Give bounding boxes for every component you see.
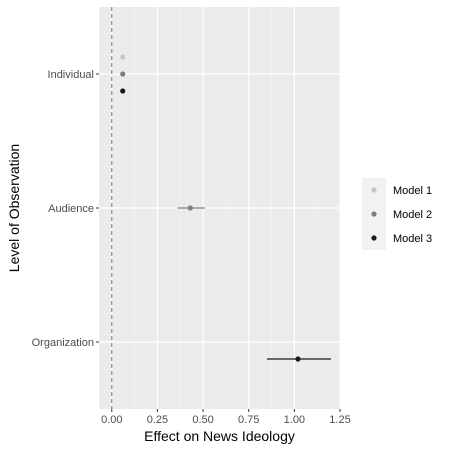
data-marks [120,54,331,362]
estimate-point [120,88,126,94]
x-axis: 0.00 0.25 0.50 0.75 1.00 1.25 [101,409,351,426]
legend: Model 1 Model 2 Model 3 [362,178,432,250]
estimate-point [187,205,193,211]
estimate-point [295,356,301,362]
x-tick-label: 1.25 [329,414,350,426]
x-tick-label: 0.50 [192,414,213,426]
x-tick-label: 1.00 [284,414,305,426]
legend-key-point [371,235,377,241]
x-tick-label: 0.25 [147,414,168,426]
legend-label: Model 2 [393,209,432,221]
x-axis-title: Effect on News Ideology [144,428,295,444]
y-tick-label: Organization [32,337,94,349]
legend-key-point [371,187,377,193]
estimate-point [120,54,126,60]
legend-key-point [371,211,377,217]
y-tick-label: Individual [48,69,94,81]
legend-label: Model 3 [393,233,432,245]
x-tick-label: 0.75 [238,414,259,426]
y-axis-title: Level of Observation [6,144,22,272]
x-tick-label: 0.00 [101,414,122,426]
legend-label: Model 1 [393,185,432,197]
y-tick-label: Audience [48,203,94,215]
grid-lines [99,7,341,409]
estimate-point [120,71,126,77]
y-axis: Individual Audience Organization [32,69,99,349]
